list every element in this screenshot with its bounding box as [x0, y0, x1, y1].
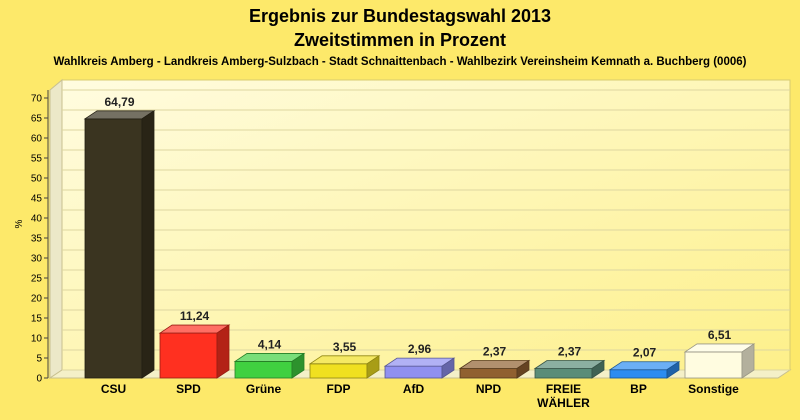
bar — [458, 359, 531, 379]
bar-front — [309, 363, 368, 379]
bar-side — [591, 359, 605, 379]
category-label: Sonstige — [688, 382, 739, 396]
y-tick-label: 10 — [31, 334, 43, 345]
y-tick-label: 55 — [31, 154, 43, 165]
value-label: 2,37 — [483, 345, 507, 359]
value-label: 2,37 — [558, 345, 582, 359]
y-tick-label: 35 — [31, 234, 43, 245]
bar — [608, 360, 681, 379]
y-tick-label: 45 — [31, 194, 43, 205]
bar-side — [141, 110, 155, 379]
category-label: NPD — [476, 382, 502, 396]
chart-subtitle: Wahlkreis Amberg - Landkreis Amberg-Sulz… — [54, 56, 747, 68]
y-tick-label: 15 — [31, 314, 43, 325]
y-axis-label: % — [14, 219, 25, 228]
y-tick-label: 50 — [31, 174, 43, 185]
bar — [308, 355, 381, 379]
bar-front — [159, 332, 218, 379]
bar-side — [366, 355, 380, 379]
y-tick-label: 60 — [31, 134, 43, 145]
chart-title: Ergebnis zur Bundestagswahl 2013 — [249, 6, 551, 26]
bar-front — [84, 118, 143, 379]
category-label: AfD — [403, 382, 425, 396]
bar-side — [441, 357, 455, 379]
bar — [683, 343, 756, 379]
bars — [83, 110, 756, 379]
bar — [383, 357, 456, 379]
category-labels: CSU SPD Grüne FDP AfD NPD FREIE WÄHLER BP Sonstig… — [101, 382, 739, 410]
bar — [533, 359, 606, 379]
value-label: 4,14 — [258, 337, 282, 351]
bar-front — [459, 368, 518, 379]
category-label: CSU — [101, 382, 126, 396]
bar-front — [384, 365, 443, 379]
value-label: 6,51 — [708, 328, 732, 342]
bar-side — [741, 343, 755, 379]
y-tick-label: 70 — [31, 94, 43, 105]
y-tick-label: 30 — [31, 254, 43, 265]
bar-side — [216, 324, 230, 379]
y-tick-label: 0 — [36, 374, 42, 385]
bar-side — [516, 359, 530, 379]
category-label: FREIE WÄHLER — [537, 382, 590, 410]
category-label: Grüne — [246, 382, 282, 396]
category-label: FDP — [327, 382, 351, 396]
y-tick-label: 5 — [36, 354, 42, 365]
plot-left-wall — [49, 78, 63, 379]
y-tick-label: 65 — [31, 114, 43, 125]
chart-title-line2: Zweitstimmen in Prozent — [294, 30, 506, 50]
y-tick-label: 25 — [31, 274, 43, 285]
value-label: 64,79 — [104, 95, 134, 109]
value-label: 11,24 — [180, 309, 210, 323]
y-axis: 0 5 10 15 20 25 30 35 40 45 50 55 60 65 70 — [31, 90, 49, 385]
bar-front — [609, 369, 668, 379]
category-label: BP — [630, 382, 647, 396]
bar — [233, 352, 306, 379]
value-label: 2,96 — [408, 342, 432, 356]
value-labels: 64,79 11,24 4,14 3,55 2,96 2,37 2,37 2,07 6,51 — [104, 95, 731, 360]
y-tick-label: 20 — [31, 294, 43, 305]
value-label: 3,55 — [333, 340, 357, 354]
bar — [158, 324, 231, 379]
category-label: SPD — [176, 382, 201, 396]
bar-side — [666, 360, 680, 379]
bar-side — [291, 352, 305, 379]
value-label: 2,07 — [633, 346, 657, 360]
bar — [83, 110, 156, 379]
bar-front — [684, 351, 743, 379]
bar-front — [534, 368, 593, 379]
bar-front — [234, 361, 293, 379]
y-tick-label: 40 — [31, 214, 43, 225]
